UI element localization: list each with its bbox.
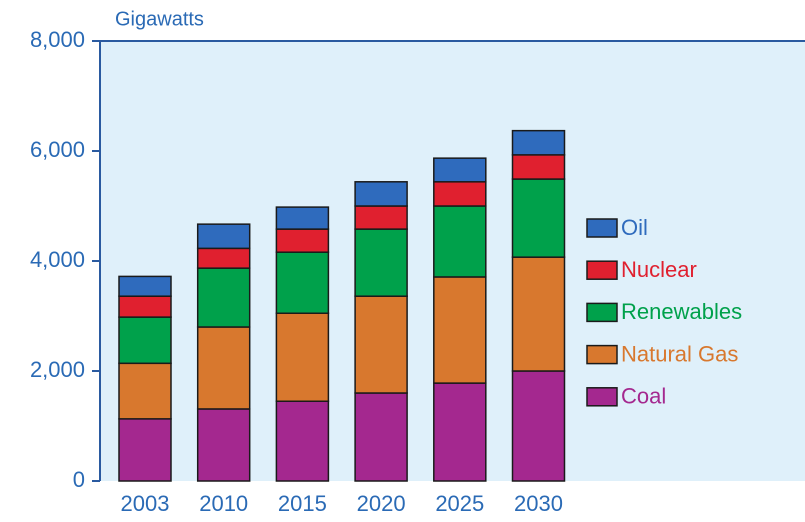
x-tick-label: 2010 (199, 491, 248, 516)
bar-segment (196, 326, 251, 410)
bar-segment (433, 276, 487, 384)
bar-segment (433, 157, 487, 183)
bar-segment (433, 382, 487, 482)
legend-swatch (586, 344, 618, 365)
bar-segment (354, 205, 408, 230)
bar-segment (511, 256, 566, 372)
bar-segment (196, 247, 251, 269)
legend-swatch (586, 302, 618, 323)
x-tick-label: 2030 (514, 491, 563, 516)
y-tick-label: 0 (73, 467, 85, 492)
x-tick-label: 2025 (435, 491, 484, 516)
legend-label: Nuclear (621, 257, 697, 282)
bar-segment (354, 392, 408, 482)
bar-segment (196, 223, 251, 250)
y-axis-label: Gigawatts (115, 8, 204, 30)
y-tick-label: 8,000 (30, 27, 85, 52)
legend-label: Renewables (621, 299, 742, 324)
bar-segment (433, 205, 487, 278)
bar-segment (433, 181, 487, 207)
bar-segment (275, 251, 330, 314)
bar-segment (511, 154, 566, 180)
bar-segment (354, 295, 408, 394)
legend-swatch (586, 218, 618, 238)
bar-segment (275, 400, 330, 482)
x-tick-label: 2015 (278, 491, 327, 516)
bar-segment (196, 408, 251, 482)
y-tick-label: 6,000 (30, 137, 85, 162)
bar-segment (275, 312, 330, 402)
bar-segment (118, 418, 172, 482)
bar-segment (511, 370, 566, 482)
legend-swatch (586, 387, 618, 407)
bar-segment (118, 316, 172, 365)
x-tick-label: 2003 (121, 491, 170, 516)
bar-segment (511, 178, 566, 258)
bar-segment (118, 295, 172, 318)
legend-label: Oil (621, 215, 648, 240)
bar-segment (354, 181, 408, 207)
legend-swatch (586, 260, 618, 280)
legend-label: Natural Gas (621, 341, 738, 366)
y-tick-label: 2,000 (30, 357, 85, 382)
bar-segment (118, 275, 172, 297)
bar-segment (275, 228, 330, 253)
x-tick-label: 2020 (357, 491, 406, 516)
y-tick-label: 4,000 (30, 247, 85, 272)
legend-label: Coal (621, 384, 666, 409)
bar-segment (275, 206, 330, 230)
bar-segment (354, 228, 408, 297)
bar-segment (511, 129, 566, 156)
bar-segment (118, 362, 172, 420)
bar-segment (196, 267, 251, 328)
